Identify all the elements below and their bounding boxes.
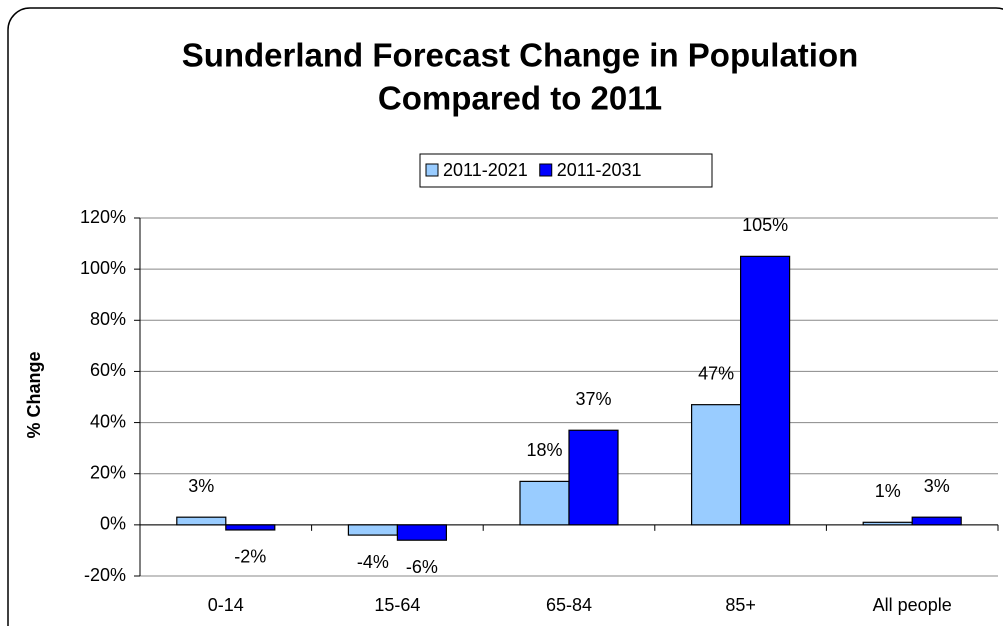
data-label: -4% [357,552,389,572]
data-label: 3% [188,476,214,496]
bar [519,480,570,526]
data-label: 37% [575,389,611,409]
chart-title: Sunderland Forecast Change in Population [182,37,859,74]
bar [739,255,791,526]
bar [862,521,913,526]
legend [419,153,713,188]
data-label: -2% [234,547,266,567]
legend-swatch [539,163,553,177]
data-label: 3% [924,476,950,496]
y-tick-label: 120% [80,207,126,227]
y-axis-label: % Change [24,351,44,438]
x-tick-label: 15-64 [374,595,420,615]
y-tick-label: 40% [90,411,126,431]
x-tick-label: 85+ [725,595,756,615]
data-label: 1% [875,481,901,501]
legend-label: 2011-2021 [443,160,528,180]
y-tick-label: -20% [84,565,126,585]
data-label: 18% [526,440,562,460]
y-tick-label: 20% [90,462,126,482]
x-tick-label: All people [873,595,952,615]
bar [690,404,742,526]
y-tick-label: 0% [100,514,126,534]
bar [911,516,962,526]
data-label: 105% [742,215,788,235]
chart-title: Compared to 2011 [378,80,662,117]
y-tick-label: 60% [90,360,126,380]
data-label: -6% [406,557,438,577]
bar [176,516,227,526]
data-label: 47% [698,363,734,383]
legend-swatch [425,163,439,177]
legend-label: 2011-2031 [557,160,642,180]
x-tick-label: 0-14 [208,595,244,615]
bar [225,524,276,531]
y-tick-label: 80% [90,309,126,329]
y-tick-label: 100% [80,258,126,278]
x-tick-label: 65-84 [546,595,592,615]
bar [568,429,619,526]
bar [347,524,398,536]
bar [396,524,447,541]
